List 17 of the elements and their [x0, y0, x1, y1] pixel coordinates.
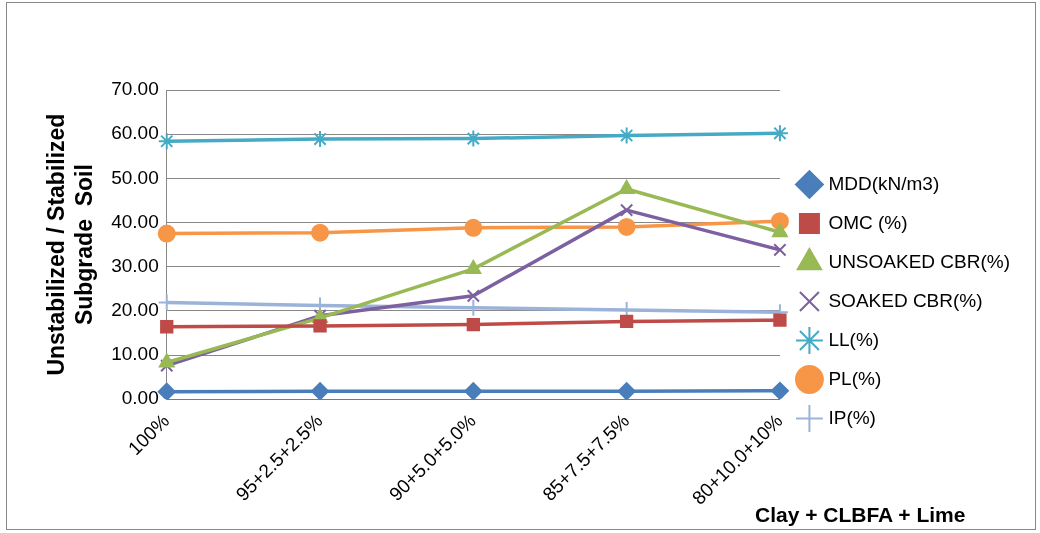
legend-label: LL(%) [828, 328, 880, 350]
y-axis-title: Unstabilized / Stabilized Subgrade Soil [43, 113, 97, 376]
y-tick-label: 20.00 [111, 299, 159, 321]
y-tick-label: 60.00 [111, 122, 159, 144]
legend-label: UNSOAKED CBR(%) [828, 250, 1010, 272]
legend-label: OMC (%) [828, 211, 908, 233]
x-axis-title: Clay + CLBFA + Lime [755, 503, 966, 527]
y-tick-label: 30.00 [111, 254, 159, 276]
y-tick-label: 70.00 [111, 78, 159, 100]
legend-label: IP(%) [828, 406, 876, 428]
y-tick-label: 50.00 [111, 166, 159, 188]
y-tick-label: 10.00 [111, 343, 159, 365]
legend-label: MDD(kN/m3) [828, 172, 940, 194]
legend-label: SOAKED CBR(%) [828, 289, 983, 311]
y-tick-label: 0.00 [121, 387, 159, 409]
y-tick-label: 40.00 [111, 210, 159, 232]
legend-label: PL(%) [828, 367, 882, 389]
